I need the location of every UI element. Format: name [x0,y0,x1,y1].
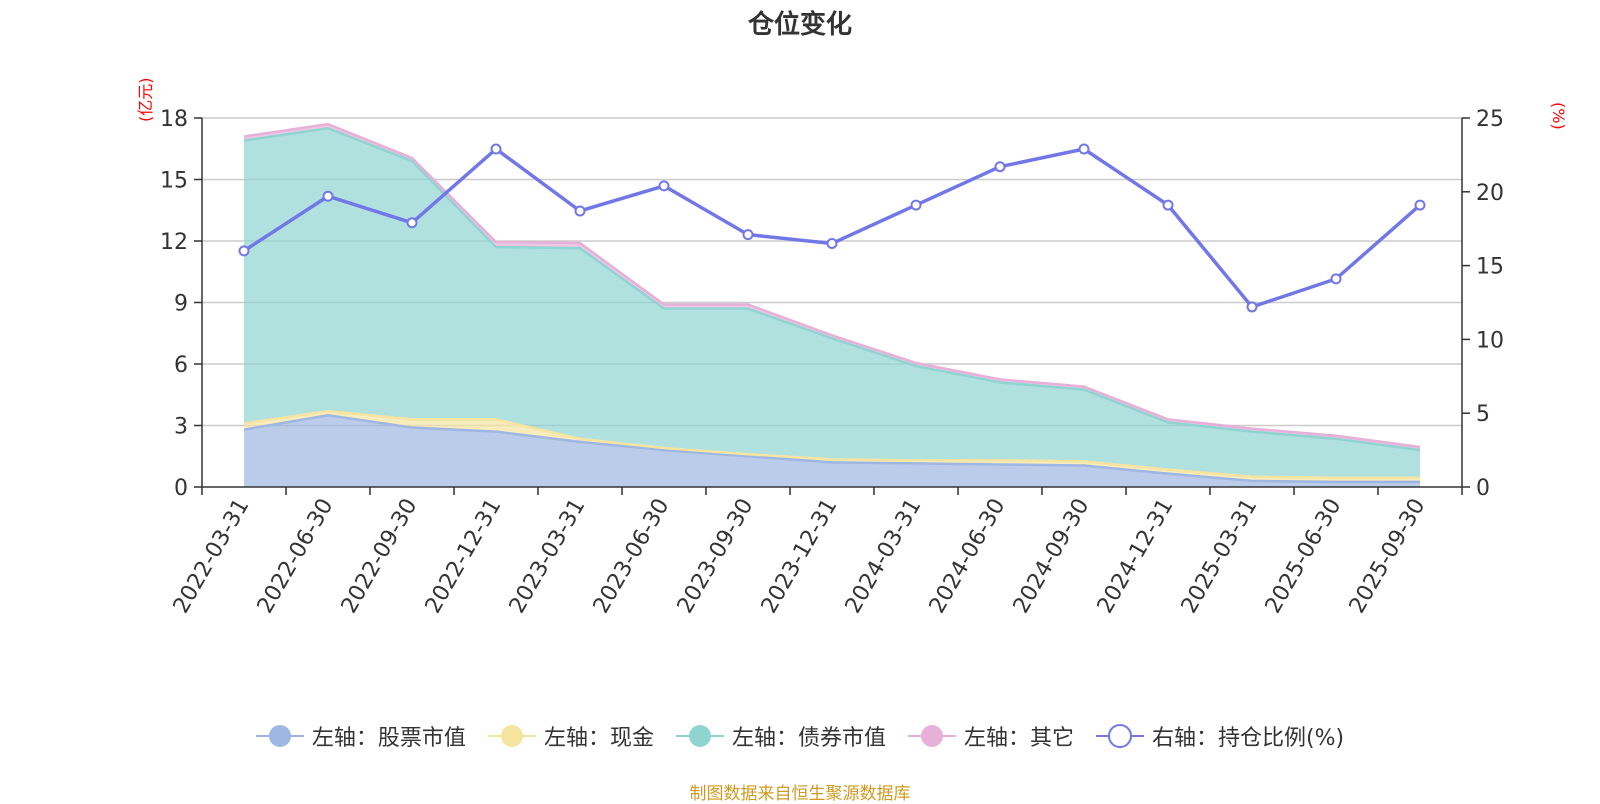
left-axis-tick-label: 9 [174,292,188,317]
right-axis-tick-label: 0 [1476,476,1490,501]
x-axis-tick-label: 2022-09-30 [337,495,423,618]
x-axis-tick-label: 2024-06-30 [925,495,1011,618]
x-axis-tick-label: 2022-12-31 [421,495,507,618]
chart-title: 仓位变化 [747,10,852,40]
legend-other-label: 左轴：其它 [963,726,1074,751]
area-edge-左轴：股票市值 [243,413,1420,484]
x-axis-tick-label: 2024-03-31 [841,495,927,618]
x-axis-tick-label: 2025-03-31 [1177,495,1263,618]
ratio-point [322,190,334,202]
legend-stock-label: 左轴：股票市值 [311,726,466,751]
legend-cash-icon [487,723,536,749]
area-edge-左轴：现金 [243,409,1420,480]
legend-item-ratio[interactable]: 右轴：持仓比例(%) [1095,720,1345,752]
ratio-point [238,245,250,257]
area-左轴：债券市值 [244,128,1420,478]
x-axis-tick-label: 2023-12-31 [757,495,843,618]
right-axis-tick-label: 5 [1476,402,1490,427]
right-axis-tick-label: 10 [1476,328,1504,353]
legend-ratio-icon [1095,723,1144,749]
ratio-point [1330,273,1342,285]
ratio-point [910,199,922,211]
right-axis-tick-label: 20 [1476,181,1504,206]
left-axis-tick-label: 18 [160,107,188,132]
area-edge-左轴：其它 [243,122,1421,449]
ratio-point [406,217,418,229]
ratio-point [1162,199,1174,211]
x-axis-tick-label: 2024-12-31 [1093,495,1179,618]
ratio-point [1246,301,1258,313]
legend-bond-label: 左轴：债券市值 [731,726,886,751]
left-axis-tick-label: 15 [160,169,188,194]
ratio-point [490,143,502,155]
ratio-point [574,205,586,217]
area-左轴：现金 [244,411,1420,482]
x-axis-tick-label: 2023-03-31 [505,495,591,618]
area-左轴：股票市值 [244,415,1420,487]
left-axis-tick-label: 12 [160,230,188,255]
x-axis-tick-label: 2023-09-30 [673,495,759,618]
legend-item-bond[interactable]: 左轴：债券市值 [675,720,886,752]
ratio-point [742,229,754,241]
ratio-point [994,161,1006,173]
legend-item-other[interactable]: 左轴：其它 [907,720,1074,752]
ratio-point [658,180,670,192]
left-axis-tick-label: 0 [174,476,188,501]
left-axis-tick-label: 3 [174,415,188,440]
source-note: 制图数据来自恒生聚源数据库 [689,784,911,804]
legend-bond-icon [675,723,724,749]
x-axis-tick-label: 2025-09-30 [1345,495,1431,618]
ratio-point [1414,199,1426,211]
x-axis-tick-label: 2022-06-30 [253,495,339,618]
x-axis-tick-label: 2024-09-30 [1009,495,1095,618]
right-axis-tick-label: 15 [1476,255,1504,280]
area-edge-左轴：债券市值 [243,126,1421,452]
right-axis-tick-label: 25 [1476,107,1504,132]
legend-item-stock[interactable]: 左轴：股票市值 [255,720,466,752]
x-axis-tick-label: 2023-06-30 [589,495,675,618]
legend-other-icon [907,723,956,749]
x-axis-tick-label: 2022-03-31 [169,495,255,618]
ratio-point [826,237,838,249]
legend: 左轴：股票市值 左轴：现金 左轴：债券市值 左轴：其它 右轴：持仓比例(%) [0,720,1600,752]
legend-stock-icon [255,723,304,749]
x-axis-tick-label: 2025-06-30 [1261,495,1347,618]
legend-item-cash[interactable]: 左轴：现金 [487,720,654,752]
legend-ratio-label: 右轴：持仓比例(%) [1151,726,1345,751]
left-axis-tick-label: 6 [174,353,188,378]
legend-cash-label: 左轴：现金 [543,726,654,751]
ratio-point [1078,143,1090,155]
